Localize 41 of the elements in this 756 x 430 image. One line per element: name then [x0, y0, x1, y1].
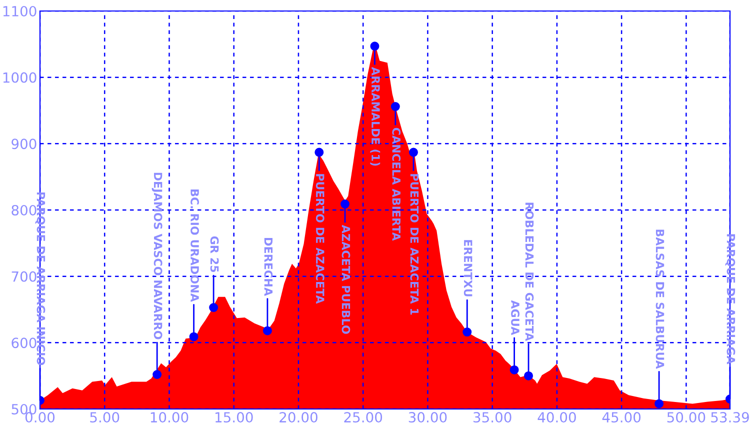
point: [524, 371, 534, 380]
annotation: ROBLEDAL DE GACETA: [525, 202, 534, 342]
annotation: CANCELA ABIERTA: [392, 128, 401, 241]
x-tick-label: 20.00: [280, 412, 318, 423]
x-tick-label: 53.39: [711, 412, 749, 423]
x-tick-label: 40.00: [538, 412, 576, 423]
y-tick-label: 900: [12, 138, 36, 150]
annotation: AGUA: [511, 300, 520, 336]
annotation: GR 25: [210, 236, 219, 272]
x-tick-label: 50.00: [667, 412, 706, 423]
annotation: PUERTO DE AZACETA 1: [410, 174, 419, 315]
y-tick-label: 800: [12, 204, 36, 216]
annotation: ERENTXU: [464, 240, 472, 296]
y-tick-label: 700: [12, 271, 36, 282]
annotation: DEJAMOS VASCO NAVARRO: [152, 172, 162, 340]
annotation: PUERTO DE AZACETA: [316, 174, 324, 304]
point: [340, 200, 350, 209]
point: [209, 303, 218, 312]
annotation: ARRAMALDE (1): [370, 67, 380, 166]
x-tick-label: 35.00: [474, 412, 512, 423]
x-tick-label: 45.00: [602, 412, 641, 423]
annotation: PARQUE DE ARRIAGA INICIO: [35, 192, 46, 366]
x-tick-label: 15.00: [216, 412, 253, 423]
y-tick-label: 600: [12, 338, 36, 348]
point: [390, 102, 400, 112]
y-tick-label: 500: [12, 404, 36, 414]
annotation: DERECHA: [264, 238, 273, 296]
y-tick-label: 1000: [3, 72, 36, 83]
annotation: BC. RIO URADONA: [190, 190, 199, 302]
annotation: BALSAS DE SALBURUA: [656, 230, 664, 369]
x-tick-label: 10.00: [150, 412, 188, 423]
point: [409, 148, 418, 157]
point: [262, 326, 272, 336]
x-tick-label: 25.00: [344, 412, 382, 423]
x-tick-label: 5.00: [90, 412, 120, 423]
point: [654, 399, 664, 408]
y-tick-label: 1100: [3, 6, 36, 16]
annotation: AZACETA PUEBLO: [342, 224, 350, 334]
annotation: PARQUE DE ARRIAGA: [725, 234, 736, 364]
x-tick-label: 0.00: [25, 412, 55, 423]
x-tick-label: 30.00: [408, 412, 447, 423]
